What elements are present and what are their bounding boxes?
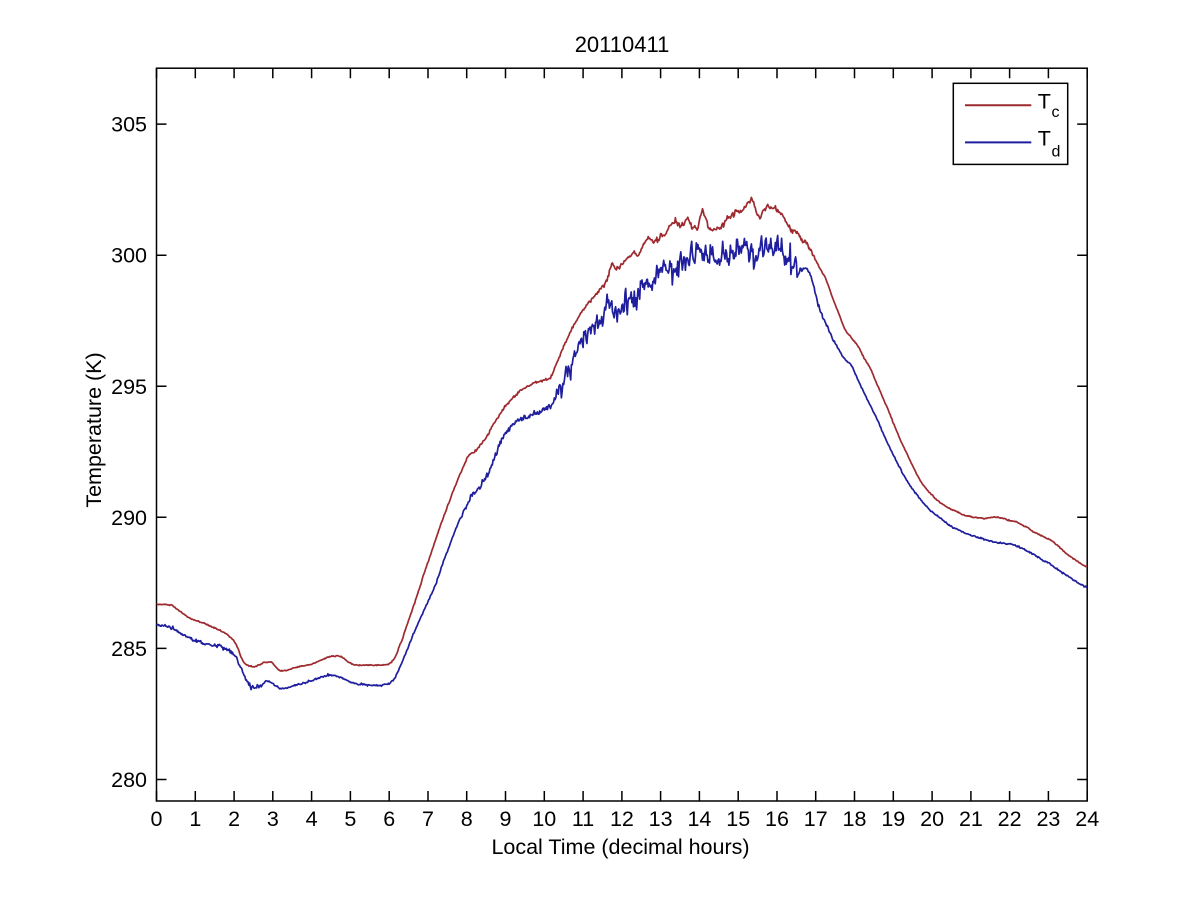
svg-text:T: T <box>1038 89 1051 113</box>
svg-text:9: 9 <box>500 807 512 831</box>
svg-text:0: 0 <box>151 807 163 831</box>
svg-text:20110411: 20110411 <box>575 32 670 57</box>
svg-text:23: 23 <box>1036 807 1060 831</box>
svg-text:24: 24 <box>1075 807 1099 831</box>
svg-text:c: c <box>1052 104 1060 121</box>
svg-text:11: 11 <box>572 807 594 831</box>
svg-text:285: 285 <box>111 637 147 661</box>
svg-text:19: 19 <box>881 807 905 831</box>
svg-text:22: 22 <box>998 807 1022 831</box>
svg-text:305: 305 <box>111 113 147 137</box>
svg-text:d: d <box>1052 144 1061 161</box>
svg-text:3: 3 <box>267 807 279 831</box>
svg-text:8: 8 <box>461 807 473 831</box>
svg-text:290: 290 <box>111 506 147 530</box>
svg-text:1: 1 <box>189 807 201 831</box>
svg-text:300: 300 <box>111 244 147 268</box>
svg-text:15: 15 <box>726 807 750 831</box>
svg-text:16: 16 <box>765 807 789 831</box>
svg-text:10: 10 <box>532 807 556 831</box>
svg-text:12: 12 <box>610 807 634 831</box>
svg-text:21: 21 <box>959 807 983 831</box>
svg-text:295: 295 <box>111 375 147 399</box>
svg-text:6: 6 <box>383 807 395 831</box>
svg-text:280: 280 <box>111 768 147 792</box>
svg-text:4: 4 <box>306 807 318 831</box>
svg-text:5: 5 <box>344 807 356 831</box>
svg-text:7: 7 <box>422 807 434 831</box>
svg-text:Temperature (K): Temperature (K) <box>82 352 106 507</box>
svg-text:T: T <box>1038 127 1051 151</box>
svg-text:17: 17 <box>804 807 828 831</box>
svg-text:2: 2 <box>228 807 240 831</box>
svg-text:14: 14 <box>687 807 711 831</box>
svg-text:13: 13 <box>649 807 673 831</box>
svg-text:18: 18 <box>843 807 867 831</box>
svg-text:20: 20 <box>920 807 944 831</box>
svg-text:Local Time (decimal hours): Local Time (decimal hours) <box>491 835 749 859</box>
